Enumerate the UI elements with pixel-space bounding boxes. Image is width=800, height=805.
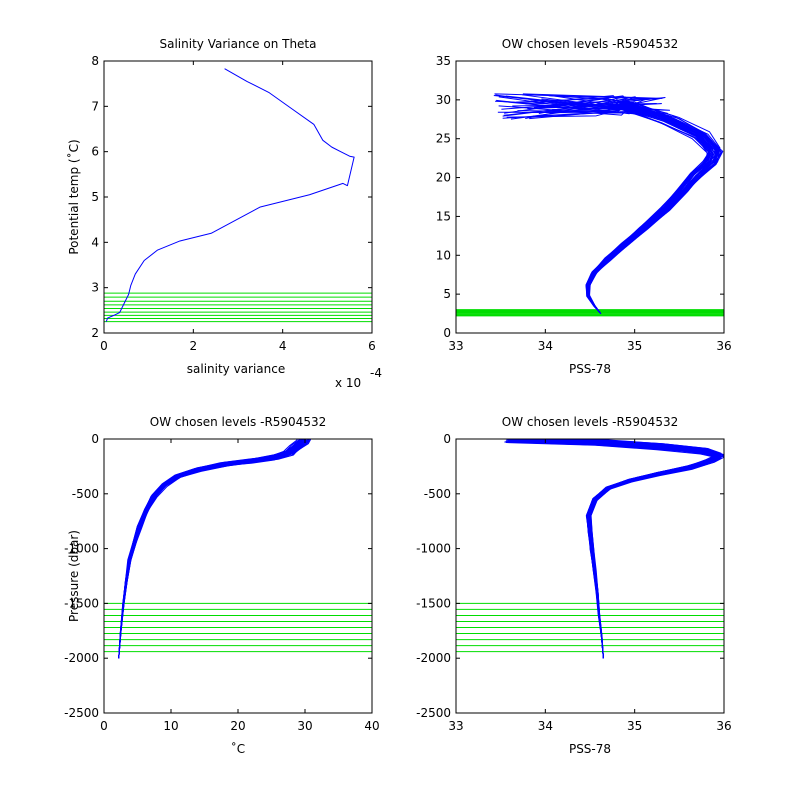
x-tick-label: 35 bbox=[627, 719, 642, 733]
y-tick-label: -2000 bbox=[64, 651, 99, 665]
x-multiplier: x 10 bbox=[335, 376, 361, 390]
y-tick-label: 20 bbox=[436, 171, 451, 185]
y-tick-label: 30 bbox=[436, 93, 451, 107]
plot-area bbox=[104, 439, 372, 659]
y-tick-label: 8 bbox=[91, 54, 99, 68]
x-axis-label: salinity variance bbox=[187, 362, 286, 376]
x-tick-label: 20 bbox=[230, 719, 245, 733]
y-tick-label: 4 bbox=[91, 235, 99, 249]
y-tick-label: -1500 bbox=[64, 596, 99, 610]
x-tick-label: 4 bbox=[279, 339, 287, 353]
x-tick-label: 6 bbox=[368, 339, 376, 353]
plot-area bbox=[456, 93, 724, 317]
x-tick-label: 2 bbox=[190, 339, 198, 353]
y-tick-label: -2500 bbox=[64, 706, 99, 720]
x-tick-label: 36 bbox=[716, 719, 731, 733]
y-tick-label: -1500 bbox=[416, 596, 451, 610]
chart-title: OW chosen levels -R5904532 bbox=[502, 37, 678, 51]
y-tick-label: -2500 bbox=[416, 706, 451, 720]
plot-area bbox=[104, 68, 372, 323]
x-axis-label: PSS-78 bbox=[569, 742, 611, 756]
x-tick-label: 34 bbox=[538, 719, 553, 733]
y-tick-label: 0 bbox=[443, 432, 451, 446]
y-tick-label: 10 bbox=[436, 248, 451, 262]
chart-title: OW chosen levels -R5904532 bbox=[150, 415, 326, 429]
profile-line bbox=[118, 439, 307, 659]
series-line bbox=[105, 68, 355, 322]
x-tick-label: 30 bbox=[297, 719, 312, 733]
y-axis-label: Pressure (dbar) bbox=[67, 530, 81, 622]
x-tick-label: 0 bbox=[100, 719, 108, 733]
chart-panel-4: 33 34 35 36 -2500 -2000 -1500 -1000 -500 0 OW chos… bbox=[416, 415, 732, 756]
y-tick-label: 2 bbox=[91, 326, 99, 340]
x-tick-label: 10 bbox=[163, 719, 178, 733]
chart-title: OW chosen levels -R5904532 bbox=[502, 415, 678, 429]
y-tick-label: 5 bbox=[443, 287, 451, 301]
profile-line bbox=[118, 439, 310, 659]
profile-line bbox=[516, 97, 709, 314]
chart-panel-3: 0 10 20 30 40 -2500 -2000 -1500 -1000 -500 0 OW cho… bbox=[64, 415, 380, 756]
y-tick-label: -2000 bbox=[416, 651, 451, 665]
y-tick-label: 0 bbox=[91, 432, 99, 446]
y-tick-label: 15 bbox=[436, 209, 451, 223]
chart-panel-2: 33 34 35 36 0 5 10 15 20 25 30 35 OW chosen levels -… bbox=[436, 37, 732, 376]
x-axis-label: ˚C bbox=[231, 741, 245, 756]
y-tick-label: 7 bbox=[91, 99, 99, 113]
y-tick-label: -500 bbox=[72, 487, 99, 501]
y-tick-label: 35 bbox=[436, 54, 451, 68]
x-tick-label: 33 bbox=[448, 719, 463, 733]
y-tick-label: 5 bbox=[91, 190, 99, 204]
x-tick-label: 0 bbox=[100, 339, 108, 353]
y-tick-label: 6 bbox=[91, 145, 99, 159]
x-multiplier-exponent: -4 bbox=[370, 366, 382, 380]
y-axis-label: Potential temp (˚C) bbox=[66, 139, 81, 254]
axes-box bbox=[455, 60, 725, 334]
x-axis-label: PSS-78 bbox=[569, 362, 611, 376]
x-tick-label: 40 bbox=[364, 719, 379, 733]
profile-line bbox=[501, 97, 723, 314]
axes-box bbox=[455, 438, 725, 714]
y-tick-label: 0 bbox=[443, 326, 451, 340]
x-tick-label: 34 bbox=[538, 339, 553, 353]
chart-title: Salinity Variance on Theta bbox=[160, 37, 317, 51]
y-tick-label: -500 bbox=[424, 487, 451, 501]
plot-area bbox=[456, 439, 724, 659]
x-tick-label: 35 bbox=[627, 339, 642, 353]
y-tick-label: -1000 bbox=[64, 542, 99, 556]
y-tick-label: -1000 bbox=[416, 542, 451, 556]
profile-line bbox=[515, 439, 724, 659]
y-tick-label: 3 bbox=[91, 281, 99, 295]
profile-line bbox=[498, 96, 714, 314]
y-tick-label: 25 bbox=[436, 132, 451, 146]
x-tick-label: 36 bbox=[716, 339, 731, 353]
x-tick-label: 33 bbox=[448, 339, 463, 353]
